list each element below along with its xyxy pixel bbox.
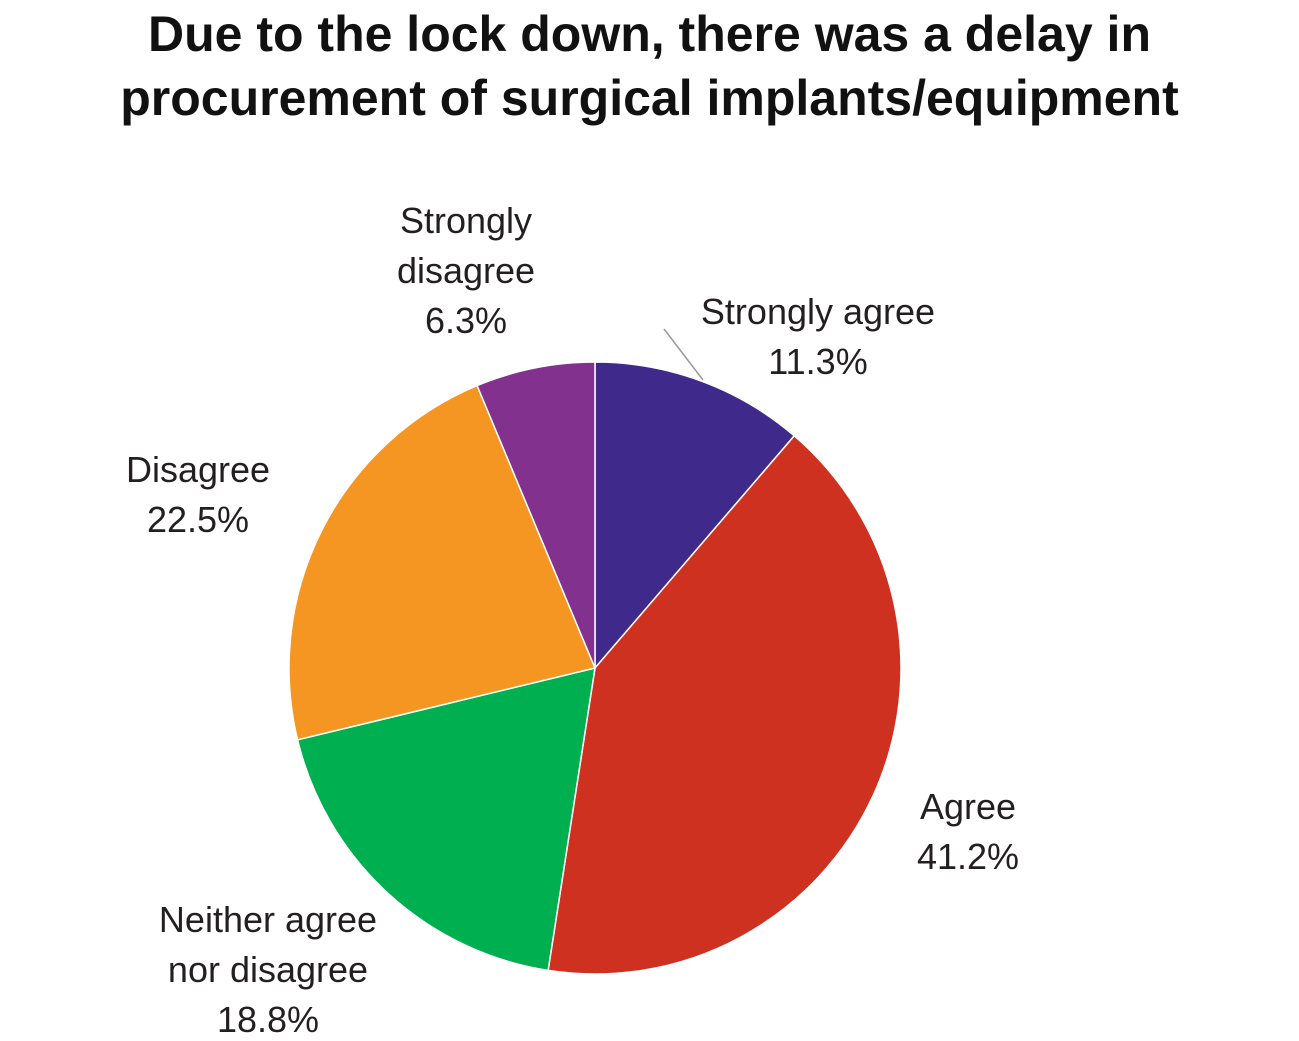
chart-title-line-1: Due to the lock down, there was a delay … <box>147 6 1151 62</box>
pie-slice-strongly-disagree <box>476 361 596 669</box>
slice-label-line: 41.2% <box>917 836 1019 877</box>
leader-line-strongly-agree <box>663 328 704 381</box>
label-leader-lines <box>663 328 704 381</box>
pie-slices <box>288 361 902 975</box>
chart-title: Due to the lock down, there was a delay … <box>0 2 1299 130</box>
slice-label-line: 22.5% <box>147 499 249 540</box>
slice-label-line: Disagree <box>126 449 270 490</box>
slice-label-line: Strongly agree <box>701 291 935 332</box>
slice-label-line: Agree <box>920 786 1016 827</box>
pie-slice-disagree <box>288 384 596 741</box>
slice-label-line: 18.8% <box>217 999 319 1040</box>
pie-slice-agree <box>547 435 902 975</box>
slice-labels: Strongly agree 11.3% Agree 41.2% Neither agr… <box>126 200 1019 1040</box>
slice-label-line: Strongly <box>400 200 532 241</box>
slice-label-neither-agree-nor-disagree: Neither agree nor disagree 18.8% <box>159 899 377 1040</box>
slice-label-disagree: Disagree 22.5% <box>126 449 270 540</box>
slice-label-line: Neither agree <box>159 899 377 940</box>
slice-label-line: 11.3% <box>768 341 867 382</box>
slice-label-line: nor disagree <box>168 949 368 990</box>
pie-slice-strongly-agree <box>594 361 796 669</box>
slice-label-strongly-disagree: Strongly disagree 6.3% <box>397 200 535 341</box>
slice-label-line: disagree <box>397 250 535 291</box>
chart-title-line-2: procurement of surgical implants/equipme… <box>120 70 1179 126</box>
slice-label-agree: Agree 41.2% <box>917 786 1019 877</box>
slice-label-strongly-agree: Strongly agree 11.3% <box>701 291 935 382</box>
pie-slice-neither-agree-nor-disagree <box>296 667 596 972</box>
slice-label-line: 6.3% <box>425 300 507 341</box>
